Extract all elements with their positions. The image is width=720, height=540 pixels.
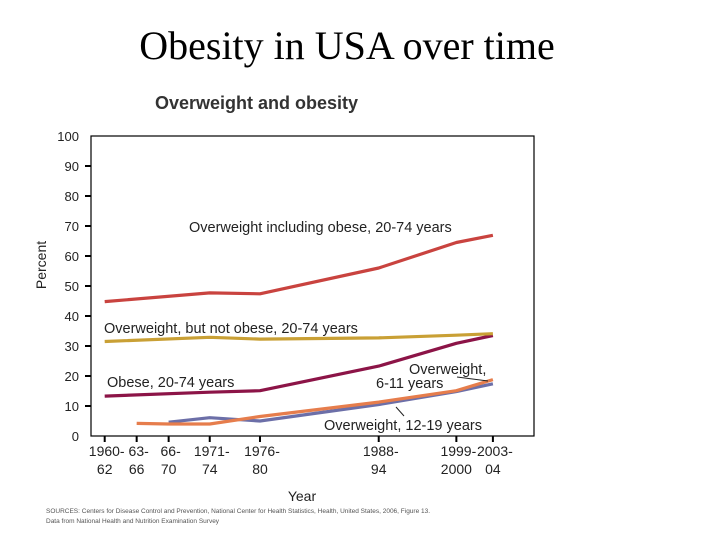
series-line [104, 233, 494, 304]
series-label: Overweight, 12-19 years [324, 418, 482, 434]
series-label: Obese, 20-74 years [107, 375, 234, 391]
x-tick-label: 62 [97, 461, 113, 477]
series-label: Overweight, [409, 362, 486, 378]
chart-title: Overweight and obesity [155, 93, 358, 113]
x-tick-label: 74 [202, 461, 218, 477]
chart-source: SOURCES: Centers for Disease Control and… [46, 507, 430, 527]
x-tick-label: 2003- [477, 443, 513, 459]
y-axis-label: Percent [33, 241, 49, 289]
label-leader [395, 406, 405, 417]
series-line [104, 332, 493, 344]
source-line-1: SOURCES: Centers for Disease Control and… [46, 508, 431, 515]
y-tick-label: 100 [57, 129, 79, 144]
x-tick-label: 1971- [194, 443, 230, 459]
series-label: 6-11 years [376, 376, 443, 392]
x-tick-label: 70 [161, 461, 177, 477]
plot-frame [90, 135, 535, 437]
y-tick-label: 30 [65, 339, 79, 354]
x-tick-label: 94 [371, 461, 387, 477]
y-tick-label: 60 [65, 249, 79, 264]
series-line [104, 333, 494, 398]
x-tick-label: 2000 [441, 461, 472, 477]
y-tick-label: 0 [72, 429, 79, 444]
x-tick-label: 1976- [244, 443, 280, 459]
y-tick-label: 70 [65, 219, 79, 234]
x-tick-label: 80 [252, 461, 268, 477]
y-tick-label: 80 [65, 189, 79, 204]
series-label: Overweight, but not obese, 20-74 years [104, 321, 358, 337]
y-tick-label: 20 [65, 369, 79, 384]
x-tick-label: 66 [129, 461, 145, 477]
y-tick-label: 90 [65, 159, 79, 174]
series-label: Overweight including obese, 20-74 years [189, 220, 452, 236]
slide-title: Obesity in USA over time [139, 23, 555, 68]
source-line-2: Data from National Health and Nutrition … [46, 518, 220, 525]
y-tick-label: 40 [65, 309, 79, 324]
x-tick-label: 04 [485, 461, 501, 477]
x-tick-label: 63- [129, 443, 150, 459]
x-tick-label: 1988- [363, 443, 399, 459]
x-axis-label: Year [288, 488, 317, 504]
x-tick-label: 1960- [89, 443, 125, 459]
y-tick-label: 50 [65, 279, 79, 294]
x-tick-label: 1999- [440, 443, 476, 459]
x-tick-label: 66- [161, 443, 182, 459]
y-tick-label: 10 [65, 399, 79, 414]
label-leader [456, 376, 489, 382]
